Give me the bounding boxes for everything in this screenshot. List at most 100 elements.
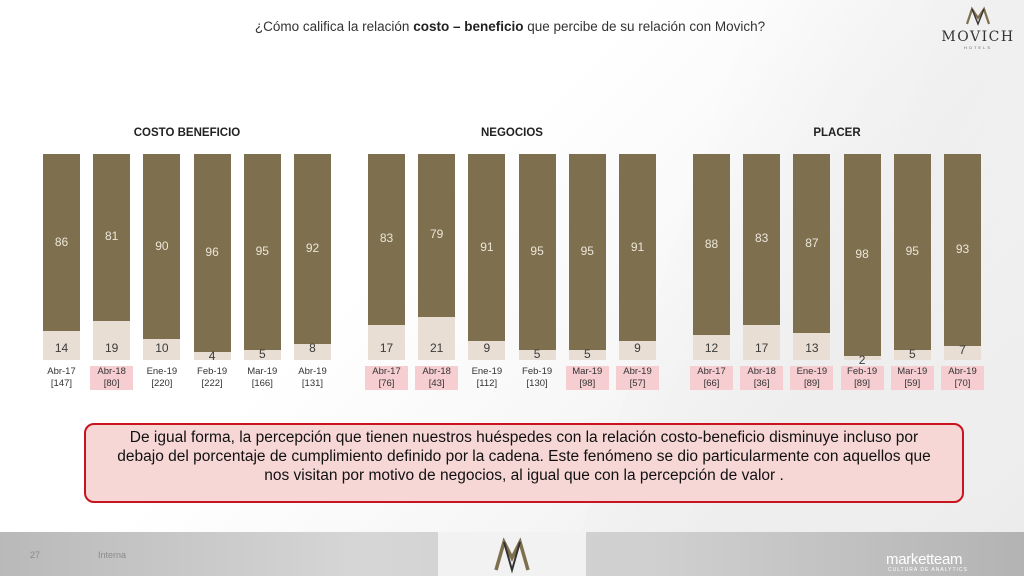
bar-segment-top (294, 154, 331, 344)
bar-segment-bottom (843, 355, 881, 360)
data-label-bottom: 5 (908, 346, 916, 361)
sample-size: [43] (428, 378, 445, 389)
sample-size: [130] (526, 378, 548, 389)
data-label-top: 91 (480, 239, 494, 254)
category-name: Feb-19 (522, 366, 553, 377)
data-label-top: 79 (430, 227, 444, 242)
conclusion-note: De igual forma, la percepción que tienen… (84, 423, 964, 503)
data-label-top: 96 (205, 244, 219, 259)
bar: 81 19 (93, 154, 131, 360)
bar-segment-bottom (243, 349, 281, 360)
data-label-top: 95 (255, 243, 269, 258)
bar: 91 9 (619, 154, 656, 360)
category-name: Ene-19 (796, 366, 828, 377)
data-label-bottom: 9 (483, 341, 491, 355)
bar: 87 13 (793, 154, 831, 360)
marketteam-sub: CULTURA DE ANALYTICS (888, 567, 968, 573)
title-bold: costo – beneficio (413, 19, 524, 34)
sample-size: [89] (803, 378, 820, 389)
category-label: Feb-19 [130] (516, 366, 559, 390)
sample-size: [147] (50, 378, 73, 389)
bar-segment-top (693, 154, 730, 336)
bar-segment-top (368, 154, 405, 325)
bar-segment-bottom (468, 341, 506, 360)
data-label-bottom: 12 (704, 341, 719, 355)
data-label-top: 81 (105, 229, 119, 244)
sample-size: [222] (201, 378, 223, 389)
bar: 98 2 (843, 154, 881, 367)
data-label-top: 95 (530, 243, 544, 258)
title-pre: ¿Cómo califica la relación (254, 19, 414, 34)
sample-size: [89] (854, 378, 871, 389)
bar-segment-top (619, 154, 656, 342)
category-label: Mar-19 [59] (890, 366, 934, 390)
category-label: Mar-19 [166] (241, 366, 284, 390)
sample-size: [98] (579, 378, 596, 389)
data-label-top: 90 (155, 238, 169, 253)
bar: 88 12 (693, 154, 730, 360)
category-label: Abr-19 [131] (291, 366, 334, 390)
bar-segment-bottom (368, 324, 405, 360)
bar-segment-top (93, 154, 131, 321)
bar-segment-top (843, 154, 881, 356)
sample-size: [80] (103, 378, 120, 389)
sample-size: [131] (301, 378, 324, 389)
data-label-top: 86 (54, 234, 69, 249)
data-label-bottom: 17 (379, 341, 394, 355)
data-label-bottom: 5 (583, 346, 591, 361)
bar-segment-top (743, 154, 781, 325)
bar-segment-bottom (43, 331, 80, 360)
bar-segment-top (143, 154, 181, 340)
data-label-top: 93 (955, 241, 970, 256)
page-number: 27 (30, 550, 41, 560)
category-label: Abr-18 [43] (415, 366, 459, 390)
bar-segment-bottom (418, 316, 456, 360)
data-label-top: 95 (580, 243, 594, 258)
category-label: Abr-17 [66] (690, 366, 733, 390)
bar-segment-top (193, 154, 231, 352)
sample-size: [59] (904, 378, 921, 389)
bar: 96 4 (193, 154, 231, 363)
category-name: Abr-17 (47, 366, 76, 377)
bar-segment-bottom (193, 351, 231, 360)
bar: 79 21 (418, 154, 456, 360)
bar-segment-top (568, 154, 606, 350)
page-title: ¿Cómo califica la relación costo – benef… (250, 18, 770, 36)
category-name: Abr-18 (422, 366, 451, 377)
category-name: Mar-19 (572, 366, 603, 377)
data-label-top: 87 (805, 235, 819, 250)
logo-word: MOVICH (941, 29, 1015, 45)
category-name: Abr-18 (747, 366, 776, 377)
category-label: Abr-18 [80] (90, 366, 134, 390)
sample-size: [76] (378, 378, 395, 389)
marketteam-brand: marketteam (886, 551, 963, 568)
category-name: Abr-18 (97, 366, 126, 377)
data-label-bottom: 19 (105, 341, 119, 355)
bar-segment-bottom (143, 339, 181, 360)
sample-size: [66] (703, 378, 720, 389)
data-label-top: 98 (855, 246, 869, 261)
bar: 93 7 (944, 154, 981, 360)
bar-segment-top (893, 154, 931, 350)
category-label: Ene-19 [112] (465, 366, 508, 390)
category-name: Abr-17 (697, 366, 726, 377)
data-label-bottom: 10 (155, 341, 169, 355)
bar-segment-top (793, 154, 831, 334)
title-post: que percibe de su relación con Movich? (523, 19, 766, 34)
category-name: Abr-19 (948, 366, 977, 377)
sample-size: [166] (251, 378, 273, 389)
sample-size: [70] (954, 378, 971, 389)
bar: 90 10 (143, 154, 181, 360)
bar-segment-top (944, 154, 981, 346)
category-name: Feb-19 (197, 366, 228, 377)
category-name: Abr-19 (623, 366, 652, 377)
category-label: Abr-17 [147] (40, 366, 83, 390)
category-name: Ene-19 (146, 366, 178, 377)
bar-segment-top (468, 154, 506, 342)
bar-segment-bottom (793, 333, 831, 360)
sample-size: [112] (476, 378, 498, 389)
data-label-bottom: 4 (208, 348, 216, 363)
data-label-bottom: 2 (858, 352, 866, 367)
data-label-bottom: 5 (258, 346, 266, 361)
sample-size: [36] (753, 378, 770, 389)
